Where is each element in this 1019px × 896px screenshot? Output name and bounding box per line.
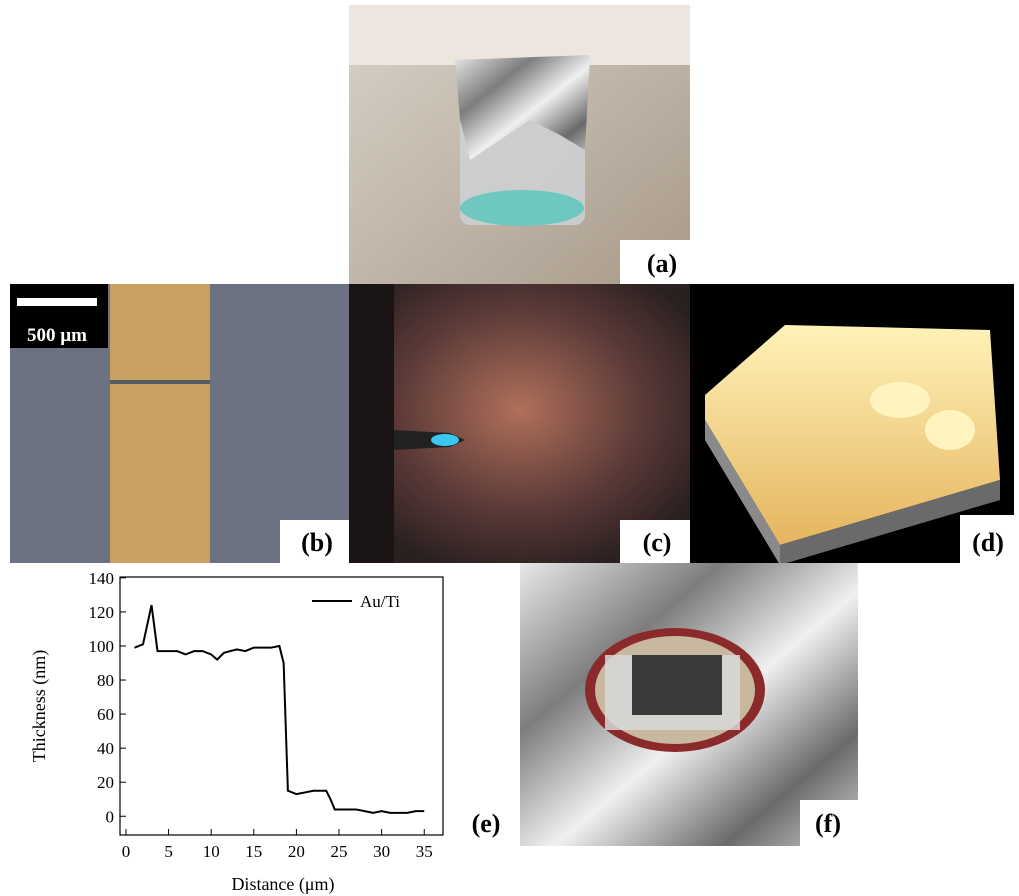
panel-label: (f) bbox=[815, 809, 841, 838]
panel-label: (a) bbox=[647, 249, 677, 278]
x-tick-label: 25 bbox=[331, 842, 348, 861]
x-tick-label: 35 bbox=[416, 842, 433, 861]
plot-frame bbox=[120, 577, 443, 835]
panel-label: (c) bbox=[643, 528, 672, 557]
panel-label: (e) bbox=[472, 809, 501, 838]
x-tick-label: 5 bbox=[164, 842, 173, 861]
figure: (a) (b) (c) (d) (e) (f) 500 µm Distance … bbox=[0, 0, 1019, 896]
photo-f bbox=[520, 563, 858, 846]
y-tick-label: 20 bbox=[97, 773, 114, 792]
photo-a bbox=[349, 5, 690, 284]
x-axis-label: Distance (μm) bbox=[231, 874, 334, 895]
panel-label: (b) bbox=[301, 528, 333, 557]
y-tick-label: 140 bbox=[89, 569, 115, 588]
data-line bbox=[134, 605, 424, 813]
scale-bar-label: 500 µm bbox=[27, 325, 87, 346]
y-tick-label: 100 bbox=[89, 637, 115, 656]
y-axis-label: Thickness (nm) bbox=[29, 650, 50, 762]
y-tick-label: 0 bbox=[106, 807, 115, 826]
legend-label: Au/Ti bbox=[360, 592, 400, 611]
y-tick-label: 40 bbox=[97, 739, 114, 758]
photo-c bbox=[349, 284, 690, 563]
panel-label: (d) bbox=[972, 528, 1004, 557]
photo-d bbox=[690, 284, 1014, 565]
y-tick-label: 80 bbox=[97, 671, 114, 690]
y-tick-label: 60 bbox=[97, 705, 114, 724]
x-tick-label: 10 bbox=[203, 842, 220, 861]
x-tick-label: 15 bbox=[245, 842, 262, 861]
x-tick-label: 0 bbox=[122, 842, 131, 861]
x-tick-label: 30 bbox=[373, 842, 390, 861]
y-tick-label: 120 bbox=[89, 603, 115, 622]
x-tick-label: 20 bbox=[288, 842, 305, 861]
